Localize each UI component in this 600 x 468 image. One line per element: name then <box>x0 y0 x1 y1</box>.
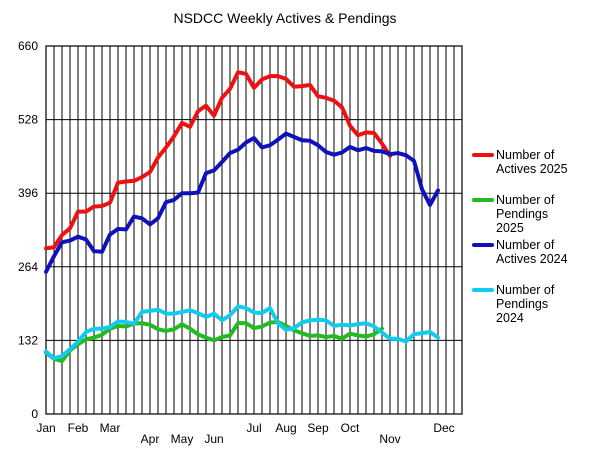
y-tick-label: 264 <box>18 260 38 274</box>
x-tick-label: Oct <box>341 421 360 435</box>
y-tick-label: 660 <box>18 39 38 53</box>
plot-frame <box>45 45 463 415</box>
legend-label-line: 2024 <box>496 311 524 325</box>
y-tick-label: 0 <box>31 407 38 421</box>
series-line <box>44 70 392 251</box>
legend-label-line: Pendings <box>496 207 548 221</box>
series-line <box>44 131 440 274</box>
legend-label: Number of Pendings 2024 <box>496 283 555 325</box>
x-tick-label: Sep <box>307 421 329 435</box>
series-line <box>44 304 440 361</box>
legend-label-line: Number of <box>496 238 555 252</box>
x-tick-label: May <box>171 432 194 446</box>
x-tick-label: Jan <box>36 421 55 435</box>
legend-label: Number of Pendings 2025 <box>496 193 555 235</box>
axis-layer: 0 132 264 396 528 660 Jan Feb Mar Apr May Jun Jul Aug… <box>18 39 455 446</box>
x-tick-label: Apr <box>141 432 160 446</box>
chart-title: NSDCC Weekly Actives & Pendings <box>173 10 396 26</box>
legend-label-line: Number of <box>496 193 555 207</box>
legend-label-line: 2025 <box>496 221 524 235</box>
x-tick-label: Dec <box>433 421 454 435</box>
y-tick-label: 528 <box>18 113 38 127</box>
legend-label-line: Number of <box>496 283 555 297</box>
legend-label-line: Actives 2024 <box>496 252 568 266</box>
x-tick-label: Mar <box>100 421 121 435</box>
x-tick-label: Aug <box>275 421 296 435</box>
y-tick-label: 396 <box>18 186 38 200</box>
series-line <box>44 320 384 364</box>
x-tick-label: Jun <box>204 432 223 446</box>
legend-label-line: Number of <box>496 148 555 162</box>
x-tick-label: Jul <box>246 421 261 435</box>
x-tick-label: Feb <box>68 421 89 435</box>
legend-label-line: Actives 2025 <box>496 162 568 176</box>
legend-label: Number of Actives 2025 <box>496 148 568 176</box>
grid-layer <box>45 45 463 415</box>
legend-label: Number of Actives 2024 <box>496 238 568 266</box>
y-tick-label: 132 <box>18 333 38 347</box>
series-layer <box>44 70 440 364</box>
x-tick-label: Nov <box>379 432 400 446</box>
legend-label-line: Pendings <box>496 297 548 311</box>
